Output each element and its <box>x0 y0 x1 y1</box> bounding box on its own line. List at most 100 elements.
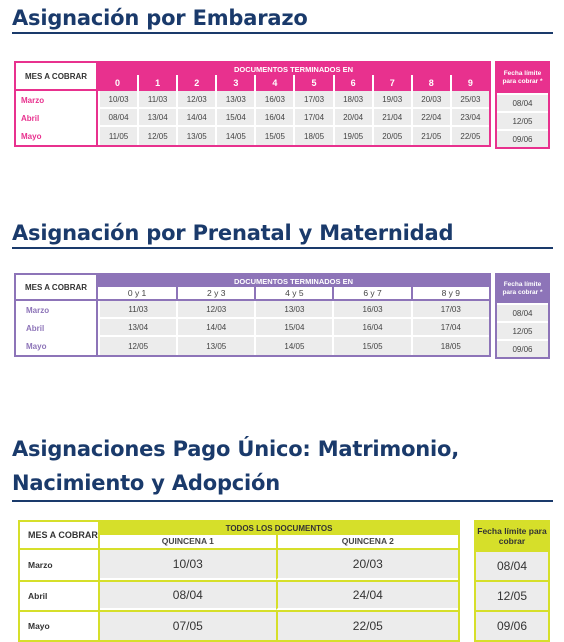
month-label: Abril <box>16 109 98 127</box>
digit-header: 5 <box>293 75 333 91</box>
table-row: Marzo 11/03 12/03 13/03 16/03 17/03 <box>16 301 489 319</box>
digit-header: 8 <box>410 75 450 91</box>
date-cell: 20/05 <box>371 127 411 145</box>
date-cell: 15/04 <box>254 319 333 337</box>
digit-header: 4 <box>254 75 294 91</box>
date-cell: 16/03 <box>254 91 294 109</box>
date-cell: 19/03 <box>371 91 411 109</box>
table-row: Mayo 07/05 22/05 <box>20 610 458 640</box>
deadline-cell: 12/05 <box>497 321 548 339</box>
section-title-embarazo: Asignación por Embarazo <box>12 6 553 34</box>
date-cell: 07/05 <box>100 610 276 640</box>
deadline-cell: 09/06 <box>497 339 548 357</box>
quincena-header: QUINCENA 2 <box>275 534 458 550</box>
date-cell: 24/04 <box>275 580 458 610</box>
date-cell: 20/03 <box>275 550 458 580</box>
date-cell: 21/04 <box>371 109 411 127</box>
table-row: Abril 08/04 24/04 <box>20 580 458 610</box>
quincena-header: QUINCENA 1 <box>100 534 276 550</box>
digit-header: 9 <box>449 75 489 91</box>
date-cell: 14/04 <box>176 109 216 127</box>
digit-group-header: 8 y 9 <box>410 287 489 301</box>
date-cell: 12/03 <box>176 301 255 319</box>
table-row: Marzo 10/03 20/03 <box>20 550 458 580</box>
documentos-terminados-header: DOCUMENTOS TERMINADOS EN <box>98 275 489 287</box>
date-cell: 13/04 <box>98 319 177 337</box>
date-cell: 11/03 <box>98 301 177 319</box>
date-cell: 08/04 <box>100 580 276 610</box>
deadline-cell: 08/04 <box>497 93 548 111</box>
deadline-cell: 12/05 <box>476 580 548 610</box>
digit-header: 3 <box>215 75 255 91</box>
section-title-prenatal: Asignación por Prenatal y Maternidad <box>12 221 553 249</box>
date-cell: 13/03 <box>215 91 255 109</box>
table-row: Mayo 12/05 13/05 14/05 15/05 18/05 <box>16 337 489 355</box>
date-cell: 14/05 <box>254 337 333 355</box>
fecha-limite-header: Fecha límite para cobrar * <box>497 275 548 303</box>
mes-a-cobrar-header: MES A COBRAR <box>16 63 98 91</box>
month-label: Marzo <box>20 550 100 580</box>
date-cell: 17/03 <box>293 91 333 109</box>
fecha-limite-header: Fecha límite para cobrar <box>476 522 548 550</box>
date-cell: 20/04 <box>332 109 372 127</box>
date-cell: 10/03 <box>100 550 276 580</box>
digit-group-header: 4 y 5 <box>254 287 333 301</box>
table-row: Abril 13/04 14/04 15/04 16/04 17/04 <box>16 319 489 337</box>
date-cell: 14/05 <box>215 127 255 145</box>
digit-header: 2 <box>176 75 216 91</box>
date-cell: 18/05 <box>410 337 489 355</box>
date-cell: 13/05 <box>176 337 255 355</box>
table-row: Marzo 10/03 11/03 12/03 13/03 16/03 17/0… <box>16 91 489 109</box>
deadline-cell: 09/06 <box>476 610 548 640</box>
mes-a-cobrar-header: MES A COBRAR <box>20 522 100 550</box>
date-cell: 17/03 <box>410 301 489 319</box>
date-cell: 22/05 <box>449 127 489 145</box>
date-cell: 23/04 <box>449 109 489 127</box>
month-label: Marzo <box>16 91 98 109</box>
deadline-cell: 12/05 <box>497 111 548 129</box>
table-row: Mayo 11/05 12/05 13/05 14/05 15/05 18/05… <box>16 127 489 145</box>
date-cell: 18/03 <box>332 91 372 109</box>
date-cell: 11/03 <box>137 91 177 109</box>
month-label: Abril <box>16 319 98 337</box>
todos-los-documentos-header: TODOS LOS DOCUMENTOS <box>100 522 458 535</box>
deadline-cell: 09/06 <box>497 129 548 147</box>
date-cell: 25/03 <box>449 91 489 109</box>
date-cell: 18/05 <box>293 127 333 145</box>
date-cell: 12/05 <box>98 337 177 355</box>
date-cell: 16/03 <box>332 301 411 319</box>
fecha-limite-header: Fecha límite para cobrar * <box>497 63 548 93</box>
digit-group-header: 0 y 1 <box>98 287 177 301</box>
date-cell: 13/05 <box>176 127 216 145</box>
date-cell: 12/05 <box>137 127 177 145</box>
pago-unico-schedule-table: MES A COBRAR TODOS LOS DOCUMENTOS QUINCE… <box>18 520 460 642</box>
mes-a-cobrar-header: MES A COBRAR <box>16 275 98 301</box>
date-cell: 16/04 <box>254 109 294 127</box>
pago-unico-deadline-table: Fecha límite para cobrar 08/04 12/05 09/… <box>474 520 550 642</box>
date-cell: 22/04 <box>410 109 450 127</box>
embarazo-deadline-table: Fecha límite para cobrar * 08/04 12/05 0… <box>495 61 550 149</box>
date-cell: 13/03 <box>254 301 333 319</box>
date-cell: 22/05 <box>275 610 458 640</box>
date-cell: 13/04 <box>137 109 177 127</box>
date-cell: 08/04 <box>98 109 138 127</box>
date-cell: 15/05 <box>332 337 411 355</box>
deadline-cell: 08/04 <box>476 550 548 580</box>
deadline-cell: 08/04 <box>497 303 548 321</box>
digit-header: 7 <box>371 75 411 91</box>
date-cell: 17/04 <box>293 109 333 127</box>
date-cell: 17/04 <box>410 319 489 337</box>
date-cell: 14/04 <box>176 319 255 337</box>
date-cell: 16/04 <box>332 319 411 337</box>
documentos-terminados-header: DOCUMENTOS TERMINADOS EN <box>98 63 489 75</box>
month-label: Mayo <box>16 127 98 145</box>
section-title-line: Nacimiento y Adopción <box>12 471 281 495</box>
date-cell: 20/03 <box>410 91 450 109</box>
month-label: Marzo <box>16 301 98 319</box>
digit-group-header: 6 y 7 <box>332 287 411 301</box>
date-cell: 19/05 <box>332 127 372 145</box>
month-label: Mayo <box>20 610 100 640</box>
digit-header: 6 <box>332 75 372 91</box>
date-cell: 15/05 <box>254 127 294 145</box>
prenatal-deadline-table: Fecha límite para cobrar * 08/04 12/05 0… <box>495 273 550 359</box>
